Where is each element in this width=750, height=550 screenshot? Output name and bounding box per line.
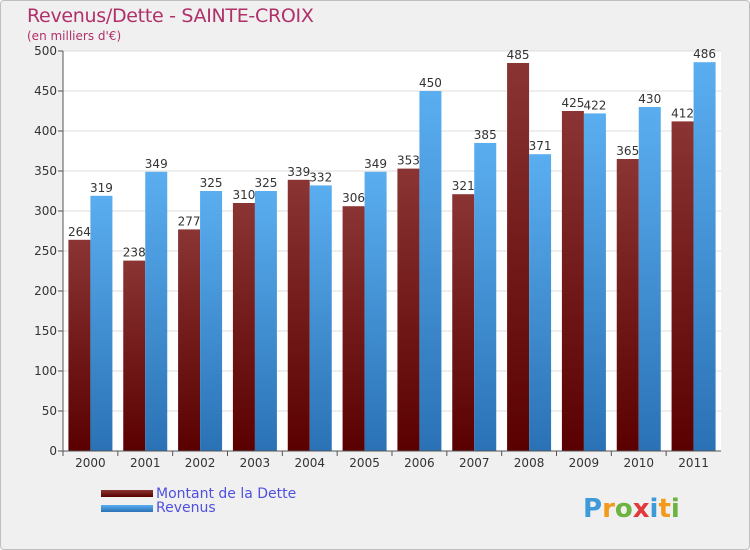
bar-revenus [693,62,716,451]
y-tick-label: 400 [34,124,57,138]
x-tick-label: 2011 [678,456,709,470]
bar-dette [561,111,584,451]
value-label-revenus: 332 [309,170,332,184]
y-tick-label: 100 [34,364,57,378]
legend-label-dette: Montant de la Dette [156,486,297,502]
value-label-dette: 310 [232,188,255,202]
value-label-dette: 264 [68,225,91,239]
value-label-revenus: 450 [419,76,442,90]
bar-revenus [309,185,332,451]
value-label-revenus: 371 [529,139,552,153]
x-tick-label: 2004 [294,456,325,470]
value-label-dette: 339 [287,165,310,179]
y-tick-label: 350 [34,164,57,178]
value-label-dette: 277 [178,214,201,228]
x-tick-label: 2009 [569,456,600,470]
bar-dette [68,239,91,451]
y-tick-label: 0 [49,444,57,458]
value-label-dette: 485 [507,48,530,62]
value-label-dette: 238 [123,246,146,260]
y-tick-label: 300 [34,204,57,218]
x-tick-label: 2001 [130,456,161,470]
bar-revenus [254,191,277,451]
x-tick-label: 2000 [75,456,106,470]
value-label-dette: 412 [671,106,694,120]
y-tick-label: 50 [42,404,57,418]
value-label-revenus: 349 [364,157,387,171]
value-label-revenus: 422 [583,98,606,112]
y-tick-label: 450 [34,84,57,98]
bar-revenus [200,191,223,451]
value-label-dette: 425 [561,96,584,110]
value-label-revenus: 486 [693,47,716,61]
bar-dette [232,203,255,451]
value-label-revenus: 325 [254,176,277,190]
value-label-revenus: 325 [200,176,223,190]
legend-swatch-revenus [101,505,153,512]
bar-revenus [90,195,113,451]
y-tick-label: 250 [34,244,57,258]
bar-revenus [419,91,442,451]
y-tick-label: 500 [34,44,57,58]
bar-dette [342,206,365,451]
svg-text:Proxiti: Proxiti [583,494,680,524]
bar-revenus [529,154,552,451]
value-label-dette: 365 [616,144,639,158]
bar-revenus [583,113,606,452]
proxiti-logo: Proxiti [583,494,680,524]
x-tick-label: 2007 [459,456,490,470]
value-label-revenus: 319 [90,181,113,195]
bar-revenus [364,171,387,452]
value-label-revenus: 385 [474,128,497,142]
legend-swatch-dette [101,490,153,497]
bar-dette [123,260,146,451]
unit-label: (en milliers d'€) [27,29,122,43]
bar-dette [287,179,310,452]
bar-dette [397,168,420,451]
x-tick-label: 2002 [185,456,216,470]
y-tick-label: 150 [34,324,57,338]
x-tick-label: 2005 [349,456,380,470]
bar-revenus [145,171,168,452]
bar-dette [178,229,201,451]
bar-dette [507,63,530,451]
bar-dette [671,121,694,452]
legend-label-revenus: Revenus [156,500,216,516]
bar-revenus [638,107,661,451]
value-label-revenus: 349 [145,157,168,171]
chart-title: Revenus/Dette - SAINTE-CROIX [27,5,314,27]
bar-dette [452,194,475,451]
bar-dette [616,159,639,451]
x-tick-label: 2008 [514,456,545,470]
value-label-dette: 353 [397,154,420,168]
x-tick-label: 2010 [623,456,654,470]
x-tick-label: 2003 [240,456,271,470]
value-label-dette: 321 [452,179,475,193]
x-tick-label: 2006 [404,456,435,470]
value-label-revenus: 430 [638,92,661,106]
bar-revenus [474,143,497,451]
value-label-dette: 306 [342,191,365,205]
y-tick-label: 200 [34,284,57,298]
